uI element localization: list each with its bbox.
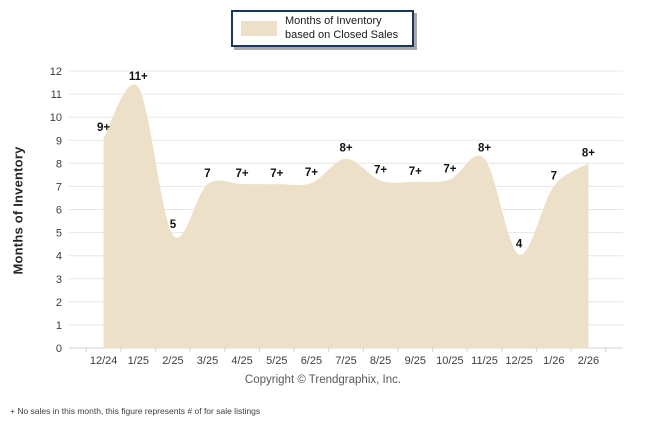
y-tick-label: 11	[51, 89, 62, 101]
x-tick-label: 1/26	[543, 355, 564, 367]
x-tick-label: 9/25	[405, 355, 426, 367]
data-label: 7+	[443, 164, 456, 176]
data-label: 9+	[97, 122, 110, 134]
x-tick-label: 1/25	[128, 355, 149, 367]
x-tick-label: 2/25	[162, 355, 183, 367]
x-tick-label: 11/25	[471, 355, 498, 367]
x-tick-label: 4/25	[231, 355, 252, 367]
data-label: 8+	[478, 143, 491, 155]
y-tick-label: 12	[50, 66, 62, 78]
data-label: 7+	[270, 168, 283, 180]
data-label: 5	[170, 219, 177, 231]
x-tick-label: 10/25	[436, 355, 464, 367]
area-series	[103, 84, 589, 348]
x-tick-label: 5/25	[266, 355, 287, 367]
data-label: 11+	[129, 71, 148, 83]
x-tick-label: 2/26	[578, 355, 599, 367]
legend-box: Months of Inventory based on Closed Sale…	[231, 10, 414, 47]
y-tick-label: 7	[56, 181, 62, 193]
data-label: 7+	[374, 165, 387, 177]
data-label: 7	[551, 170, 557, 182]
data-label: 7	[204, 168, 210, 180]
y-tick-label: 3	[56, 274, 62, 286]
legend-label: Months of Inventory based on Closed Sale…	[285, 14, 399, 41]
legend-swatch	[241, 21, 277, 36]
x-tick-label: 3/25	[197, 355, 218, 367]
data-label: 7+	[409, 166, 422, 178]
y-tick-label: 9	[56, 135, 62, 147]
data-label: 4	[516, 239, 523, 251]
data-label: 7+	[305, 167, 318, 179]
y-tick-label: 8	[56, 158, 62, 170]
x-tick-label: 6/25	[301, 355, 322, 367]
x-tick-label: 12/24	[90, 355, 118, 367]
y-tick-label: 6	[56, 205, 62, 217]
copyright-text: Copyright © Trendgraphix, Inc.	[244, 374, 402, 386]
x-tick-label: 12/25	[505, 355, 533, 367]
y-tick-label: 2	[56, 297, 62, 309]
y-tick-label: 10	[50, 112, 62, 124]
x-tick-label: 8/25	[370, 355, 391, 367]
data-label: 7+	[236, 168, 249, 180]
y-tick-label: 0	[56, 343, 62, 355]
data-label: 8+	[582, 147, 595, 159]
y-tick-label: 5	[56, 228, 62, 240]
footnote-text: + No sales in this month, this figure re…	[10, 406, 261, 416]
x-tick-label: 7/25	[335, 355, 356, 367]
data-label: 8+	[339, 143, 352, 155]
y-tick-label: 1	[56, 320, 62, 332]
y-tick-label: 4	[56, 251, 62, 263]
